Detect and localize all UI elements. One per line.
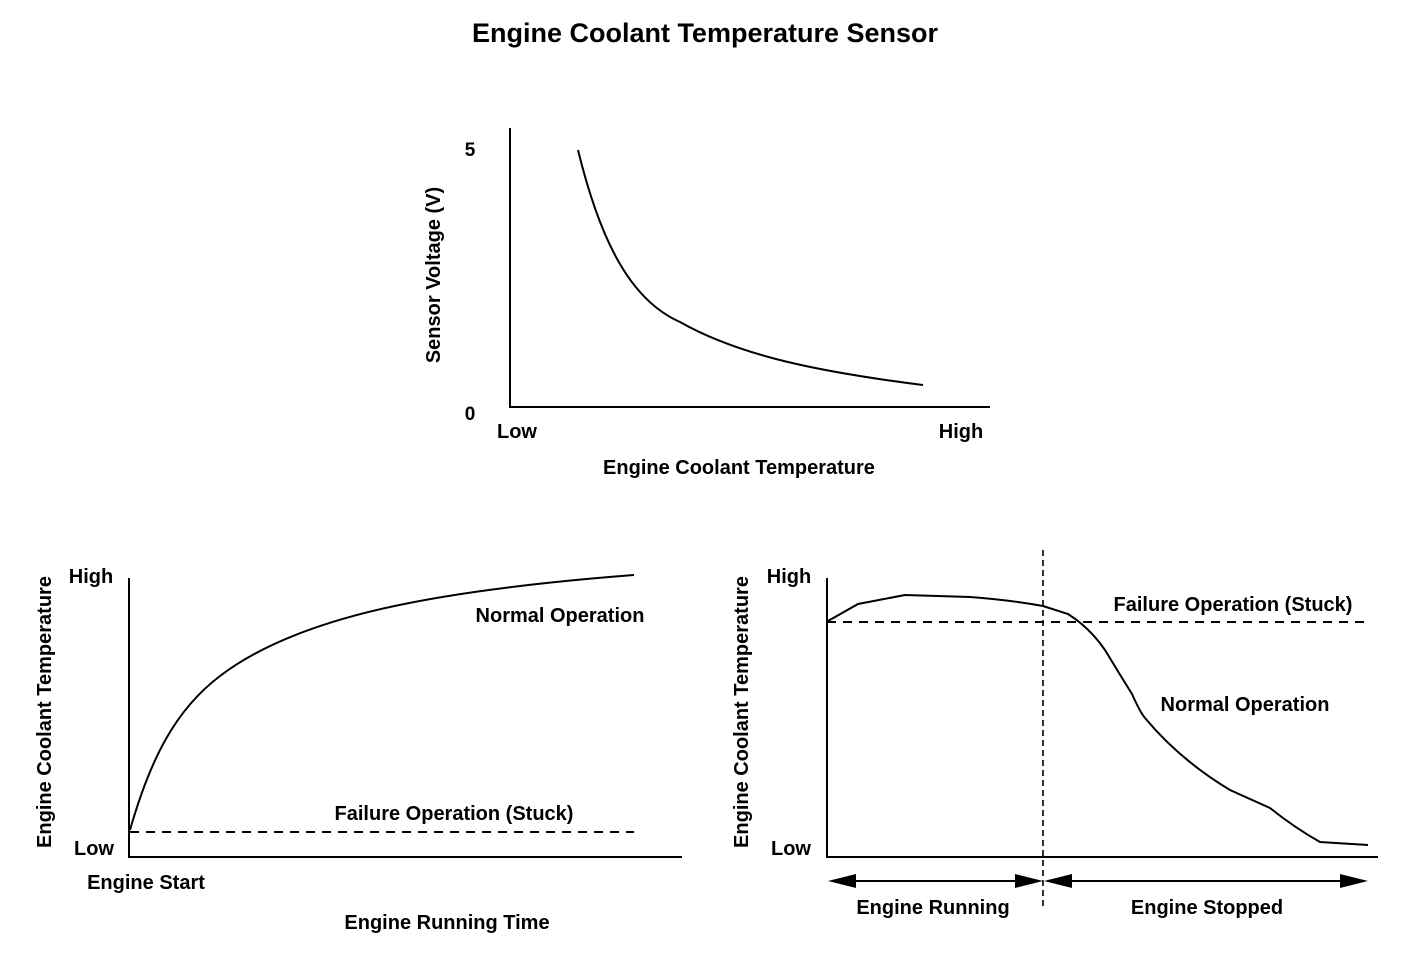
voltage-chart-y-label: Sensor Voltage (V) <box>423 187 445 363</box>
engine-stopped-arrow-right <box>1340 874 1368 888</box>
voltage-tick-max: 5 <box>465 140 476 161</box>
engine-running-arrow-left <box>828 874 856 888</box>
right-normal-operation-label: Normal Operation <box>1161 694 1330 716</box>
running-time-chart-axes <box>128 578 682 858</box>
engine-stopped-label: Engine Stopped <box>1131 897 1283 919</box>
left-tick-high: High <box>69 566 113 588</box>
temperature-tick-low: Low <box>497 421 537 443</box>
voltage-chart-axes <box>509 128 990 408</box>
voltage-chart-x-label: Engine Coolant Temperature <box>603 457 875 479</box>
right-normal-operation-curve <box>827 593 1369 846</box>
temperature-tick-high: High <box>939 421 983 443</box>
engine-start-label: Engine Start <box>87 872 205 894</box>
right-failure-operation-label: Failure Operation (Stuck) <box>1114 594 1353 616</box>
stopped-chart-axes <box>826 578 1378 858</box>
voltage-curve <box>577 149 924 386</box>
left-normal-operation-label: Normal Operation <box>476 605 645 627</box>
left-tick-low: Low <box>74 838 114 860</box>
engine-running-label: Engine Running <box>856 897 1009 919</box>
left-failure-operation-label: Failure Operation (Stuck) <box>335 803 574 825</box>
engine-running-arrow-right <box>1015 874 1043 888</box>
normal-operation-curve <box>129 574 635 831</box>
left-y-label: Engine Coolant Temperature <box>34 576 56 848</box>
right-tick-high: High <box>767 566 811 588</box>
running-time-x-label: Engine Running Time <box>344 912 549 934</box>
engine-stopped-arrow-left <box>1044 874 1072 888</box>
right-tick-low: Low <box>771 838 811 860</box>
stopped-chart: High Low Failure Operation (Stuck) Norma… <box>731 550 1378 919</box>
right-y-label: Engine Coolant Temperature <box>731 576 753 848</box>
running-time-chart: High Low Engine Start Engine Running Tim… <box>34 566 682 934</box>
voltage-chart: 5 0 Low High Engine Coolant Temperature … <box>423 128 990 479</box>
diagram-title: Engine Coolant Temperature Sensor <box>472 18 939 48</box>
voltage-tick-min: 0 <box>465 404 476 425</box>
